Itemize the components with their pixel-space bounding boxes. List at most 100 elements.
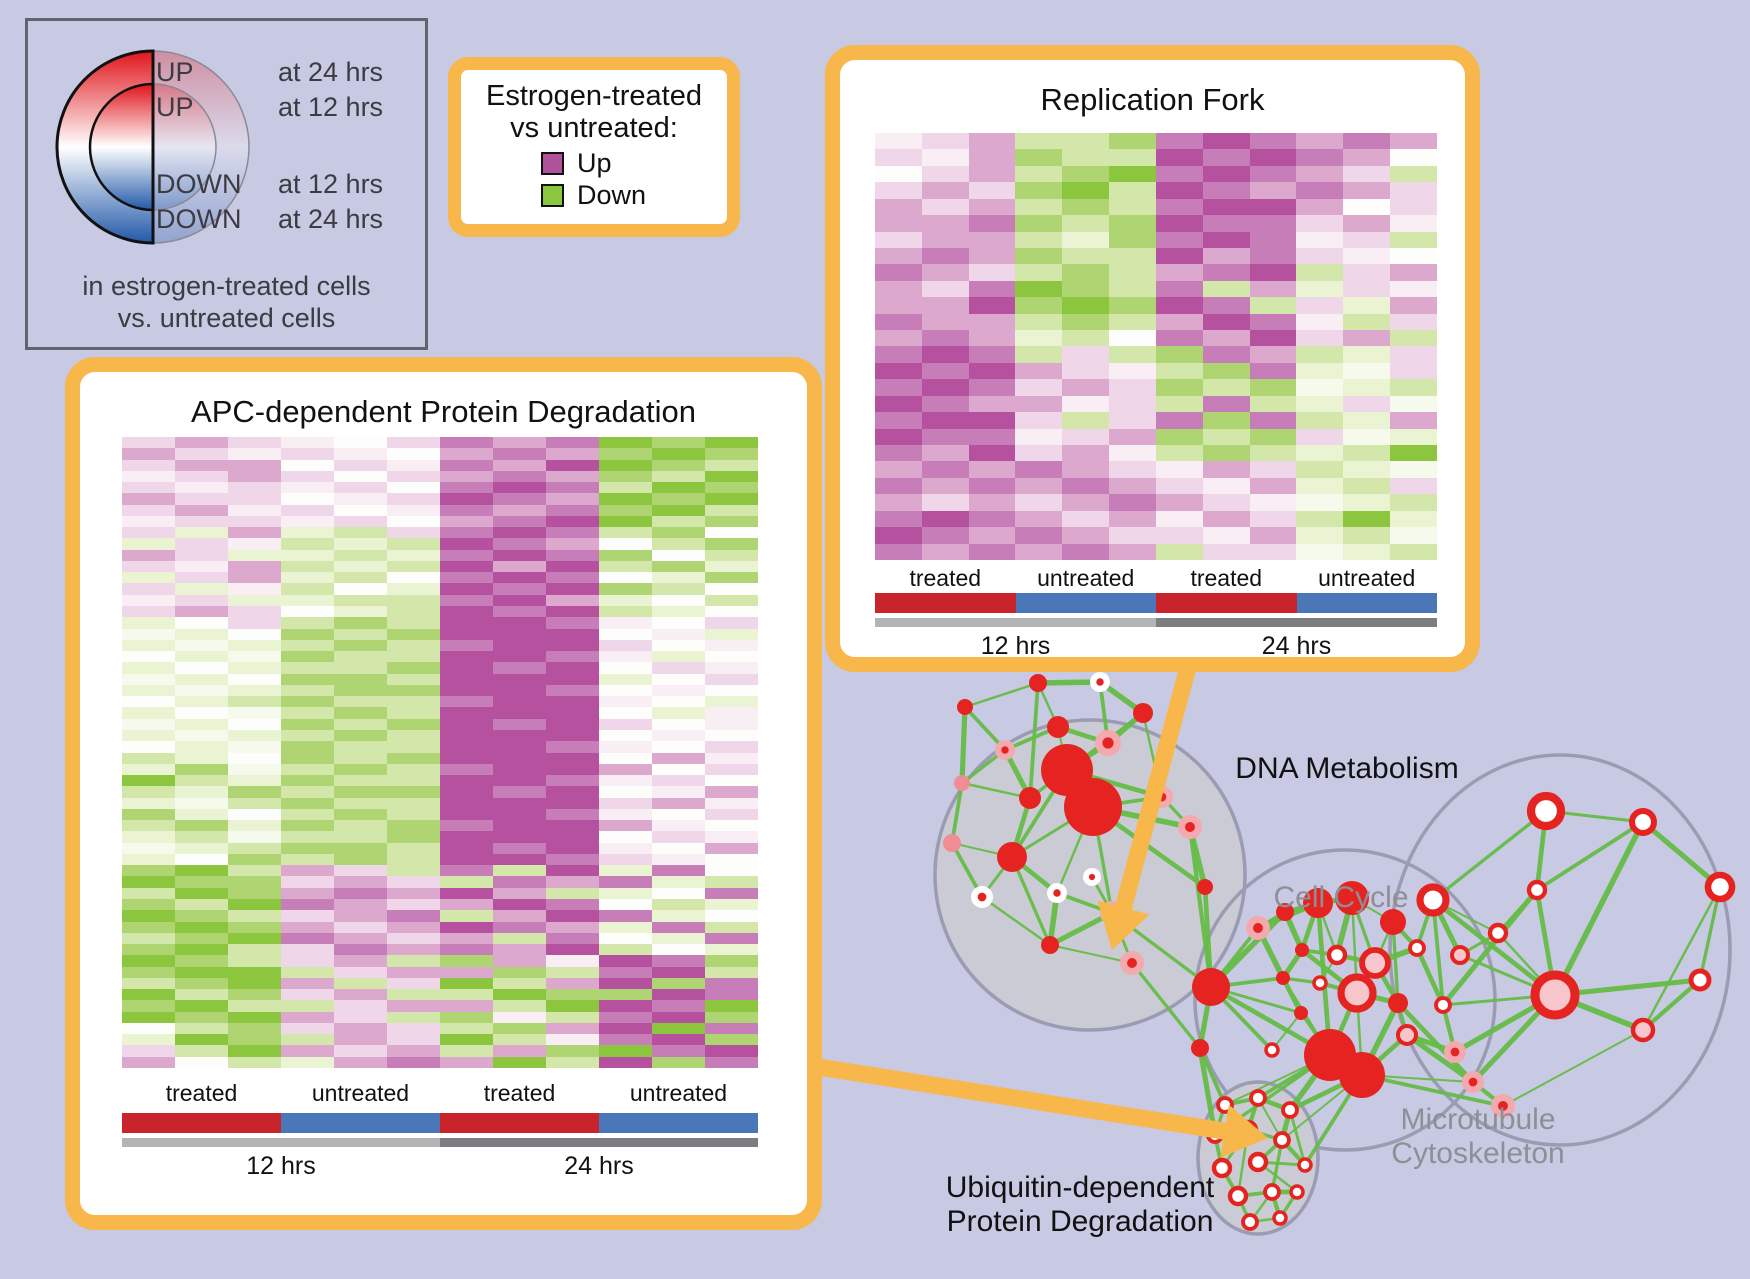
gene-node-ringwhite: [1688, 968, 1712, 992]
cluster-label-ubiquitin-degradation: Ubiquitin-dependent Protein Degradation: [946, 1171, 1215, 1239]
network-edge: [1396, 1001, 1475, 1084]
gene-node-solid: [1276, 903, 1294, 921]
gene-node-ringwhite: [1272, 1210, 1288, 1226]
cluster-label-line: Microtubule: [1400, 1103, 1556, 1136]
rf-group-label-untreated-12: untreated: [1037, 565, 1135, 591]
gene-node-ringpink: [1630, 1017, 1656, 1043]
apc-heatmap: [122, 437, 758, 1068]
gene-node-ringwhite: [1526, 879, 1548, 901]
legend-up-inner: UP: [156, 92, 194, 122]
legend-footer-line2: vs. untreated cells: [117, 303, 336, 333]
arrow-head-replication-fork-to-dna-metabolism: [1097, 900, 1150, 950]
network-edge: [1010, 856, 1052, 946]
gene-node-ringwhite: [1227, 1185, 1249, 1207]
network-edge: [1037, 679, 1101, 686]
gene-node-solid: [1197, 879, 1213, 895]
gene-node-core: [1001, 746, 1009, 754]
gene-node-core: [1053, 889, 1061, 897]
apc-time-label-24hrs: 24 hrs: [564, 1152, 634, 1180]
gene-node-core: [1185, 822, 1195, 832]
network-edge: [1698, 886, 1722, 981]
rf-group-label-untreated-24: untreated: [1318, 565, 1416, 591]
gene-node-pink: [954, 775, 970, 791]
cluster-label-microtubule-cytoskeleton: Microtubule Cytoskeleton: [1391, 1103, 1564, 1171]
gene-node-solid: [1335, 881, 1369, 915]
arrow-shaft-replication-fork-to-dna-metabolism: [1114, 627, 1207, 914]
apc-panel-title: APC-dependent Protein Degradation: [191, 394, 696, 429]
legend-footer-line1: in estrogen-treated cells: [82, 271, 371, 301]
gene-node-ringwhite: [1408, 939, 1426, 957]
network-edge: [1502, 1029, 1644, 1107]
gene-node-ringpink: [1395, 1023, 1419, 1047]
rf-time-label-12hrs: 12 hrs: [980, 632, 1051, 660]
gene-node-ringwhite: [1416, 883, 1450, 917]
cluster-label-line: Ubiquitin-dependent: [945, 1171, 1215, 1204]
gene-node-solid: [1047, 716, 1069, 738]
gene-node-solid: [1303, 888, 1333, 918]
gene-node-core: [1088, 873, 1096, 881]
gene-node-ringwhite: [1281, 1101, 1299, 1119]
gene-node-ringpink: [1359, 947, 1391, 979]
network-edge: [1641, 820, 1722, 889]
cluster-label-cell-cycle: Cell Cycle: [1273, 881, 1409, 914]
gene-node-core: [1468, 1077, 1478, 1087]
gene-node-ringwhite: [1241, 1213, 1259, 1231]
network-edge: [1414, 947, 1446, 1006]
estrogen-updown-legend: Estrogen-treated vs untreated: Up Down: [448, 57, 740, 237]
apc-group-label-treated-12: treated: [165, 1080, 238, 1106]
network-edge: [1049, 944, 1133, 964]
estrogen-legend-title-line2: vs untreated:: [510, 112, 678, 144]
gene-node-ringwhite: [1434, 996, 1452, 1014]
rf-time-bar: [875, 618, 1437, 627]
gene-node-ringwhite: [1487, 922, 1509, 944]
gene-node-solid: [1064, 778, 1122, 836]
gene-node-ringwhite: [1289, 1184, 1305, 1200]
legend-time-24-up: at 24 hrs: [278, 57, 384, 87]
network-edge: [950, 782, 964, 844]
gene-node-solid: [1294, 1006, 1308, 1020]
gene-node-core: [1096, 678, 1104, 686]
gene-node-solid: [1041, 936, 1059, 954]
arrow-shaft-apc-to-ubiquitin-cluster: [810, 1057, 1230, 1141]
replication-fork-heatmap: [875, 133, 1437, 560]
gene-node-solid: [1276, 971, 1290, 985]
network-edge: [964, 681, 1039, 709]
gene-node-core: [977, 892, 987, 902]
down-color-swatch: [541, 184, 564, 207]
gene-node-core: [1253, 923, 1263, 933]
gene-node-ringwhite: [1263, 1183, 1281, 1201]
estrogen-legend-title-line1: Estrogen-treated: [485, 80, 702, 112]
network-edge: [1431, 898, 1557, 997]
gene-node-ringpink: [1530, 970, 1580, 1020]
gene-node-ringpink: [1337, 973, 1377, 1013]
network-edge: [1028, 682, 1040, 799]
down-label: Down: [577, 180, 647, 210]
apc-degradation-panel: APC-dependent Protein Degradation treate…: [65, 357, 822, 1230]
network-edge: [1641, 978, 1702, 1032]
gene-node-ringwhite: [1264, 1042, 1280, 1058]
replication-fork-title: Replication Fork: [1040, 82, 1265, 117]
gene-node-solid: [1339, 1052, 1385, 1098]
network-edge: [961, 781, 1031, 800]
legend-down-outer: DOWN: [156, 204, 242, 234]
network-edge: [1288, 1109, 1307, 1166]
legend-down-inner: DOWN: [156, 169, 242, 199]
replication-fork-panel: Replication Fork treated untreated treat…: [825, 45, 1480, 672]
gene-node-core: [1450, 1047, 1460, 1057]
network-edge: [1361, 1073, 1504, 1108]
gene-node-ringwhite: [1312, 975, 1328, 991]
gene-node-solid: [1019, 787, 1041, 809]
gene-node-ringwhite: [1211, 1157, 1233, 1179]
network-edge: [1391, 921, 1400, 1004]
apc-group-label-untreated-12: untreated: [311, 1080, 410, 1106]
gene-node-core: [1498, 1101, 1508, 1111]
apc-group-label-treated-24: treated: [483, 1080, 556, 1106]
network-edge: [1431, 899, 1445, 1006]
rf-group-label-treated-12: treated: [909, 565, 982, 591]
network-edge: [981, 895, 1051, 947]
apc-condition-bar: [122, 1113, 758, 1133]
rf-condition-bar: [875, 593, 1437, 613]
network-edge: [959, 706, 968, 784]
